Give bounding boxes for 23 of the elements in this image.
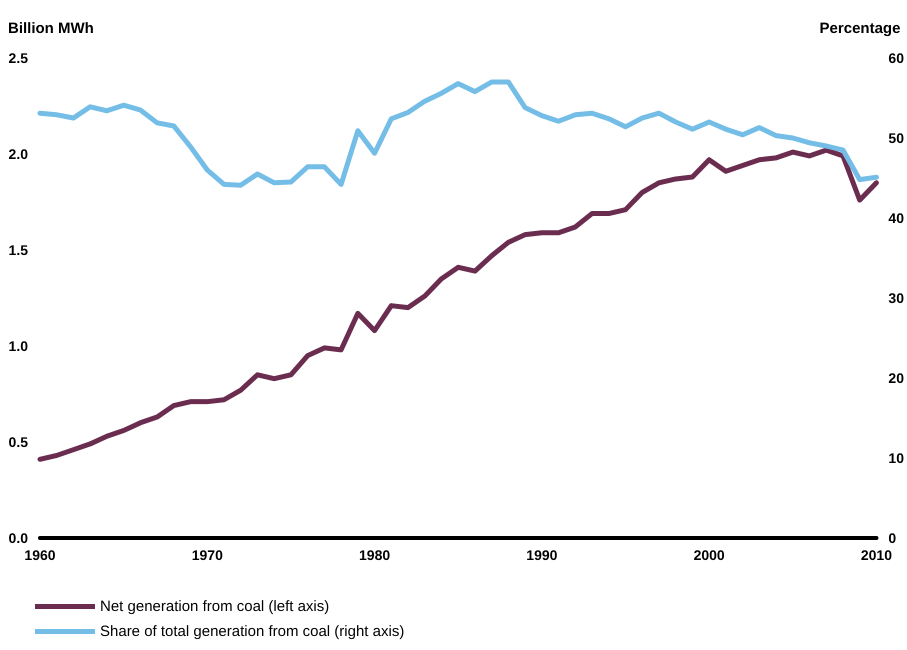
x-tick-label: 2010 [860, 547, 892, 563]
y2-axis-title: Percentage [820, 20, 900, 37]
y-tick-label: 1.5 [8, 242, 28, 258]
y-tick-label: 2.5 [8, 50, 28, 66]
y2-tick-label: 20 [888, 370, 904, 386]
y-tick-label: 0.0 [8, 530, 28, 546]
x-tick-label: 2000 [694, 547, 725, 563]
x-tick-label: 1970 [192, 547, 224, 563]
y2-tick-label: 10 [888, 450, 904, 466]
y-tick-label: 1.0 [8, 338, 28, 354]
y-axis-title: Billion MWh [8, 20, 94, 37]
y2-tick-label: 40 [888, 210, 904, 226]
legend-label: Share of total generation from coal (right axis) [100, 623, 404, 640]
y-tick-label: 0.5 [8, 434, 28, 450]
y-tick-label: 2.0 [8, 146, 28, 162]
y2-tick-label: 50 [888, 130, 904, 146]
x-tick-label: 1960 [24, 547, 56, 563]
x-tick-label: 1980 [358, 547, 390, 563]
y2-tick-label: 0 [888, 530, 896, 546]
x-tick-label: 1990 [526, 547, 558, 563]
y2-tick-label: 60 [888, 50, 904, 66]
y2-tick-label: 30 [888, 290, 904, 306]
legend-label: Net generation from coal (left axis) [100, 598, 330, 615]
